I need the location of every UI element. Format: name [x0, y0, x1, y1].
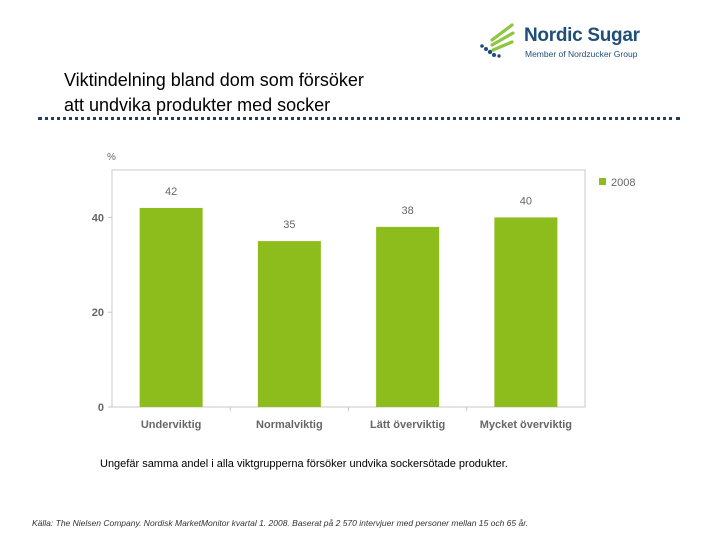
data-label: 38: [402, 205, 414, 217]
bar-3: [494, 217, 558, 407]
legend-label: 2008: [611, 177, 635, 189]
data-label: 35: [283, 219, 295, 231]
legend-swatch: [599, 178, 606, 185]
x-tick-label: Mycket överviktig: [480, 419, 572, 431]
y-axis-unit-label: %: [107, 152, 116, 163]
y-tick-label: 40: [92, 212, 104, 224]
x-tick-label: Normalviktig: [256, 419, 323, 431]
logo-name: Nordic Sugar: [524, 25, 640, 46]
chart-caption: Ungefär samma andel i alla viktgrupperna…: [100, 458, 508, 470]
y-tick-label: 20: [92, 307, 104, 319]
logo: Nordic Sugar Member of Nordzucker Group: [478, 22, 678, 66]
bar-chart: % 0 20 40 42 Underviktig 35 Normalviktig 38 Lätt …: [92, 152, 636, 431]
data-label: 40: [520, 195, 532, 207]
source-note: Källa: The Nielsen Company. Nordisk Mark…: [32, 518, 529, 528]
logo-tagline: Member of Nordzucker Group: [525, 49, 638, 59]
bar-0: [139, 207, 203, 407]
title-divider: [38, 117, 680, 120]
x-tick-label: Underviktig: [141, 419, 202, 431]
nordic-sugar-logo-icon: [480, 23, 515, 58]
y-tick-label: 0: [98, 402, 104, 414]
slide-title-line-1: Viktindelning bland dom som försöker: [64, 70, 364, 90]
bar-2: [376, 226, 440, 407]
x-tick-label: Lätt överviktig: [370, 419, 445, 431]
slide-title: Viktindelning bland dom som försöker att…: [64, 68, 364, 118]
slide-title-line-2: att undvika produkter med socker: [64, 95, 331, 115]
bar-1: [257, 241, 321, 407]
data-label: 42: [165, 186, 177, 198]
